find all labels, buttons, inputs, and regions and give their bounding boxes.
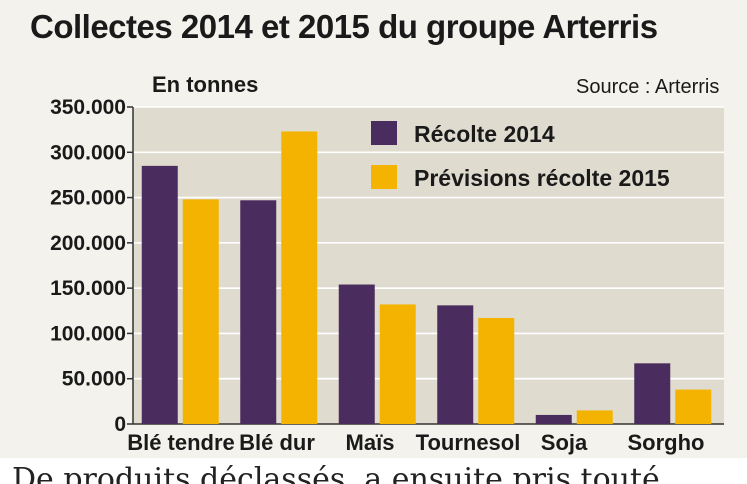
legend-label: Prévisions récolte 2015 [414,165,670,191]
bar [437,305,474,424]
x-tick-label: Blé tendre [127,430,235,455]
bar [141,165,178,424]
x-tick-label: Maïs [346,430,395,455]
plot-area [133,107,724,424]
bar [576,410,613,424]
y-tick-label: 300.000 [50,141,126,164]
y-tick-label: 200.000 [50,232,126,255]
y-tick-label: 50.000 [62,368,126,391]
gridlines [133,106,724,380]
bar [338,284,375,424]
source-label: Source : Arterris [576,76,720,98]
y-tick-label: 100.000 [50,322,126,345]
bar [281,131,318,424]
y-tick-label: 0 [114,413,126,436]
legend: Récolte 2014 Prévisions récolte 2015 [371,121,670,191]
bar [379,304,416,424]
y-tick-label: 250.000 [50,187,126,210]
bar [240,200,277,424]
bar [675,389,712,424]
y-axis-ticks: 0 50.000 100.000 150.000 200.000 250.000 300.0… [50,96,724,436]
x-tick-label: Tournesol [416,430,521,455]
unit-label: En tonnes [152,72,259,97]
x-tick-label: Blé dur [239,430,315,455]
bars [141,131,712,424]
bar [182,199,219,424]
y-tick-label: 150.000 [50,277,126,300]
x-axis-labels: Blé tendre Blé dur Maïs Tournesol Soja Sorgho [127,430,704,455]
bar [478,318,515,424]
bar [634,363,671,424]
legend-swatch [371,121,397,145]
legend-label: Récolte 2014 [414,121,555,147]
legend-swatch [371,165,397,189]
chart-title: Collectes 2014 et 2015 du groupe Arterri… [30,8,658,45]
y-tick-label: 350.000 [50,96,126,119]
bar [535,414,572,424]
bar-chart: 0 50.000 100.000 150.000 200.000 250.000 300.0… [50,96,724,455]
x-tick-label: Sorgho [628,430,705,455]
x-tick-label: Soja [541,430,588,455]
article-text-fragment: De produits déclassés, a ensuite pris to… [12,462,660,484]
